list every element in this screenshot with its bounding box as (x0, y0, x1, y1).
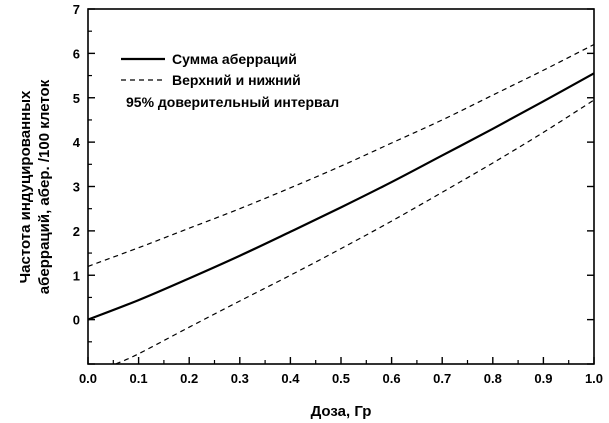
x-tick-label: 0.5 (332, 371, 350, 386)
y-tick-label: 5 (73, 91, 80, 106)
x-tick-label: 0.2 (180, 371, 198, 386)
y-tick-label: 0 (73, 313, 80, 328)
y-tick-label: 6 (73, 46, 80, 61)
legend-label-bounds: Верхний и нижний (172, 72, 301, 88)
y-tick-label: 4 (73, 135, 81, 150)
plot-frame (87, 8, 595, 365)
y-tick-label: 1 (73, 268, 80, 283)
legend: Сумма аберраций Верхний и нижний 95% дов… (121, 51, 339, 110)
x-axis-title: Доза, Гр (311, 403, 372, 420)
x-tick-label: 0.1 (130, 371, 148, 386)
x-tick-label: 0.4 (281, 371, 300, 386)
x-tick-label: 0.7 (433, 371, 451, 386)
y-axis-title-line-1: Частота индуцированных (17, 90, 34, 283)
series-line-lower-bound (115, 99, 595, 365)
legend-label-ci: 95% доверительный интервал (126, 94, 339, 110)
x-tick-label: 1.0 (585, 371, 603, 386)
x-tick-label: 0.6 (383, 371, 401, 386)
legend-label-sum: Сумма аберраций (172, 51, 297, 67)
y-tick-label: 2 (73, 224, 80, 239)
series-layer (87, 43, 595, 365)
y-tick-label: 7 (73, 2, 80, 17)
y-tick-label: 3 (73, 180, 80, 195)
series-line-upper-bound (87, 43, 595, 267)
x-tick-label: 0.3 (231, 371, 249, 386)
series-line-sum (87, 72, 595, 321)
y-axis-title-line-2: аберраций, абер. /100 клеток (36, 79, 53, 294)
x-tick-label: 0.0 (79, 371, 97, 386)
x-tick-label: 0.9 (534, 371, 552, 386)
axes: 0.0 0.1 0.2 0.3 0.4 0.5 0.6 0.7 0.8 0.9 1.0 0 1 2 3 4 5 6… (73, 2, 603, 386)
x-tick-label: 0.8 (484, 371, 502, 386)
